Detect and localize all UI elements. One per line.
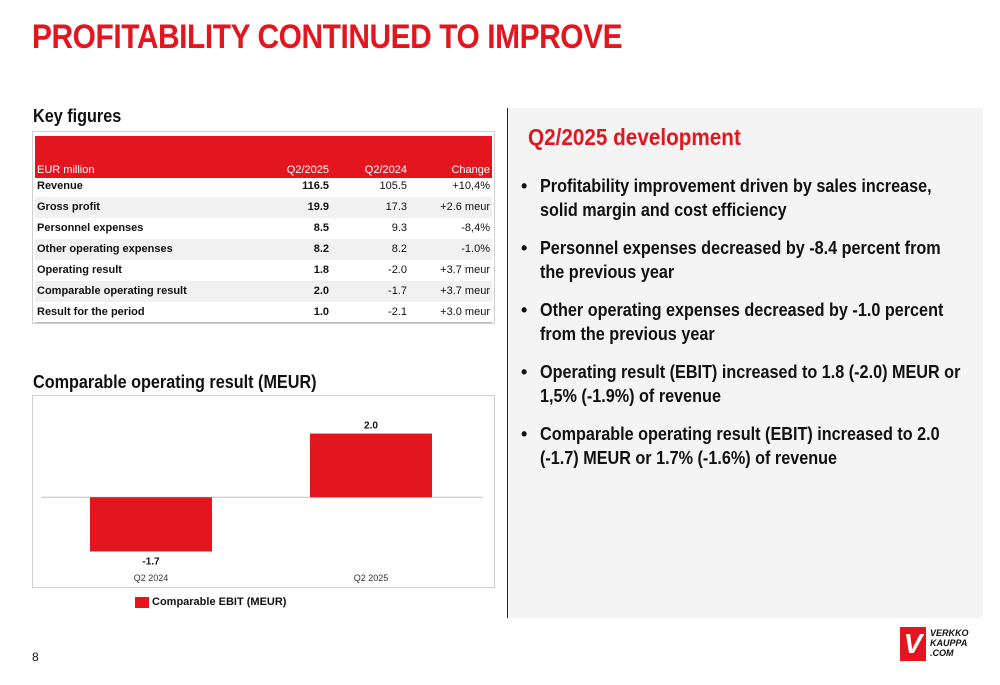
row-change: +3.0 meur (440, 306, 490, 318)
row-q2-2025: 1.0 (313, 306, 329, 318)
logo-mark: V (900, 627, 926, 661)
vertical-divider (507, 108, 508, 618)
data-label: 2.0 (364, 421, 378, 432)
row-name: Other operating expenses (37, 243, 173, 255)
row-q2-2024: 105.5 (379, 180, 407, 192)
row-q2-2024: 17.3 (385, 201, 407, 213)
table-row: Comparable operating result 2.0 -1.7 +3.… (35, 281, 492, 302)
logo-line: .COM (930, 648, 954, 658)
bullet-item: Other operating expenses decreased by -1… (521, 298, 961, 346)
row-q2-2024: 9.3 (391, 222, 407, 234)
row-q2-2024: 8.2 (391, 243, 407, 255)
table-header: EUR million Q2/2025 Q2/2024 Change (35, 136, 492, 178)
row-name: Comparable operating result (37, 285, 187, 297)
table-row: Personnel expenses 8.5 9.3 -8,4% (35, 218, 492, 239)
row-q2-2025: 1.8 (313, 264, 329, 276)
key-figures-table: EUR million Q2/2025 Q2/2024 Change Reven… (32, 131, 495, 324)
row-change: -8,4% (461, 222, 490, 234)
row-name: Operating result (37, 264, 122, 276)
table-divider (35, 322, 492, 323)
legend-swatch (135, 596, 149, 608)
x-tick-label: Q2 2024 (134, 573, 169, 583)
key-figures-label: Key figures (33, 106, 122, 126)
table-row: Result for the period 1.0 -2.1 +3.0 meur (35, 302, 492, 323)
logo-wordmark: VERKKO KAUPPA .COM (930, 628, 969, 658)
row-name: Revenue (37, 180, 83, 192)
logo-line: KAUPPA (930, 638, 968, 648)
comparable-ebit-chart: -1.7 Q2 2024 2.0 Q2 2025 (32, 395, 495, 588)
panel-title: Q2/2025 development (528, 124, 741, 150)
header-eur-million: EUR million (37, 164, 95, 176)
legend-label: Comparable EBIT (MEUR) (152, 596, 287, 608)
bullet-text: Profitability improvement driven by sale… (540, 176, 932, 220)
bullet-text: Other operating expenses decreased by -1… (540, 300, 944, 344)
logo-line: VERKKO (930, 628, 969, 638)
bullet-item: Profitability improvement driven by sale… (521, 174, 961, 222)
x-tick-label: Q2 2025 (354, 573, 389, 583)
bullet-text: Comparable operating result (EBIT) incre… (540, 424, 940, 468)
table-row: Revenue 116.5 105.5 +10,4% (35, 176, 492, 197)
row-q2-2025: 2.0 (313, 285, 329, 297)
verkkokauppa-logo: V VERKKO KAUPPA .COM (900, 627, 969, 663)
row-change: -1.0% (461, 243, 490, 255)
page-title: PROFITABILITY CONTINUED TO IMPROVE (32, 18, 623, 56)
bullet-item: Personnel expenses decreased by -8.4 per… (521, 236, 961, 284)
row-q2-2024: -2.1 (388, 306, 407, 318)
bullet-list: Profitability improvement driven by sale… (521, 174, 961, 484)
row-q2-2024: -2.0 (388, 264, 407, 276)
header-q2-2025: Q2/2025 (286, 164, 329, 176)
row-change: +10,4% (452, 180, 490, 192)
table-row: Other operating expenses 8.2 8.2 -1.0% (35, 239, 492, 260)
bar-q2-2024 (90, 497, 212, 552)
bullet-text: Operating result (EBIT) increased to 1.8… (540, 362, 961, 406)
table-row: Operating result 1.8 -2.0 +3.7 meur (35, 260, 492, 281)
row-name: Result for the period (37, 306, 145, 318)
row-q2-2025: 8.2 (313, 243, 329, 255)
row-change: +3.7 meur (440, 264, 490, 276)
row-name: Personnel expenses (37, 222, 144, 234)
header-q2-2024: Q2/2024 (364, 164, 407, 176)
table-row: Gross profit 19.9 17.3 +2.6 meur (35, 197, 492, 218)
page-number: 8 (32, 650, 39, 664)
row-q2-2025: 116.5 (302, 180, 329, 192)
bullet-text: Personnel expenses decreased by -8.4 per… (540, 238, 941, 282)
bullet-item: Operating result (EBIT) increased to 1.8… (521, 360, 961, 408)
chart-svg: -1.7 Q2 2024 2.0 Q2 2025 (41, 421, 483, 583)
row-name: Gross profit (37, 201, 100, 213)
bar-q2-2025 (310, 433, 432, 498)
header-change: Change (451, 164, 490, 176)
data-label: -1.7 (142, 556, 160, 567)
row-q2-2025: 8.5 (313, 222, 329, 234)
row-q2-2025: 19.9 (307, 201, 329, 213)
row-change: +2.6 meur (440, 201, 490, 213)
bullet-item: Comparable operating result (EBIT) incre… (521, 422, 961, 470)
chart-legend: Comparable EBIT (MEUR) (135, 596, 286, 608)
chart-label: Comparable operating result (MEUR) (33, 372, 317, 392)
development-panel: Q2/2025 development Profitability improv… (509, 108, 983, 618)
row-q2-2024: -1.7 (388, 285, 407, 297)
row-change: +3.7 meur (440, 285, 490, 297)
